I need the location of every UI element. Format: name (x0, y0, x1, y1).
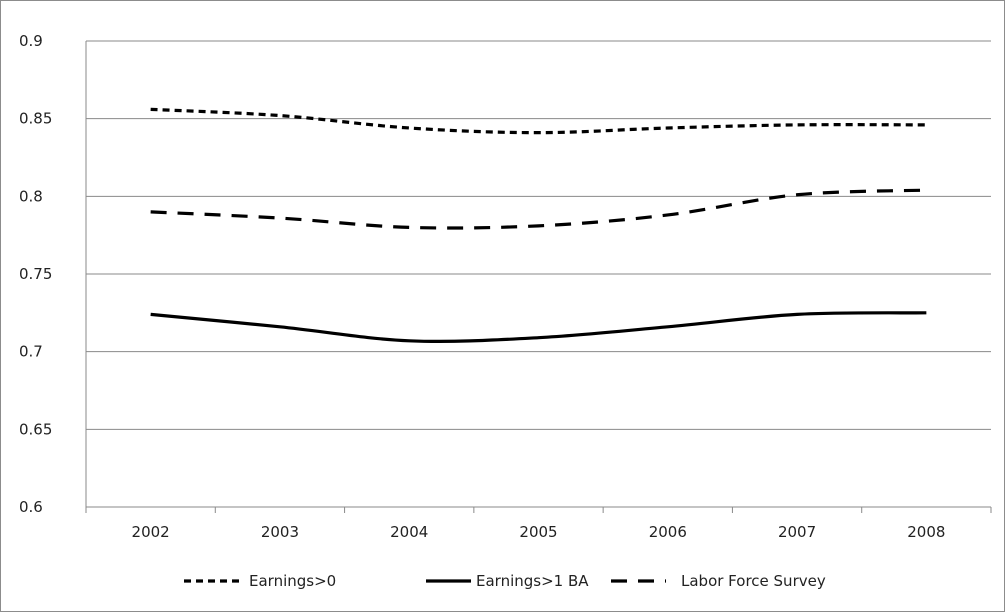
y-tick-label: 0.7 (19, 343, 43, 361)
x-tick-label: 2005 (519, 523, 557, 541)
series-line (150, 188, 927, 230)
y-tick-label: 0.8 (19, 187, 43, 205)
x-tick-labels: 2002 2003 2004 2005 2006 2007 2008 (132, 523, 946, 541)
series-line (150, 311, 927, 344)
gridlines (86, 40, 991, 430)
y-tick-label: 0.65 (19, 420, 52, 438)
x-tick-label: 2007 (778, 523, 816, 541)
axes (85, 41, 992, 513)
y-tick-label: 0.6 (19, 498, 43, 516)
y-tick-label: 0.85 (19, 110, 52, 128)
x-tick-label: 2006 (649, 523, 687, 541)
y-tick-label: 0.9 (19, 32, 43, 50)
x-tick-label: 2008 (907, 523, 945, 541)
x-tick-label: 2004 (390, 523, 428, 541)
x-tick-label: 2002 (132, 523, 170, 541)
y-tick-labels: 0.6 0.65 0.7 0.75 0.8 0.85 0.9 (19, 32, 52, 516)
legend: Earnings>0 Earnings>1 BA Labor Force Surve… (184, 572, 826, 590)
x-tick-label: 2003 (261, 523, 299, 541)
series-line (150, 107, 927, 135)
series-lines (150, 107, 927, 344)
y-tick-label: 0.75 (19, 265, 52, 283)
legend-label: Earnings>0 (249, 572, 336, 590)
legend-label: Labor Force Survey (681, 572, 826, 590)
legend-label: Earnings>1 BA (476, 572, 589, 590)
